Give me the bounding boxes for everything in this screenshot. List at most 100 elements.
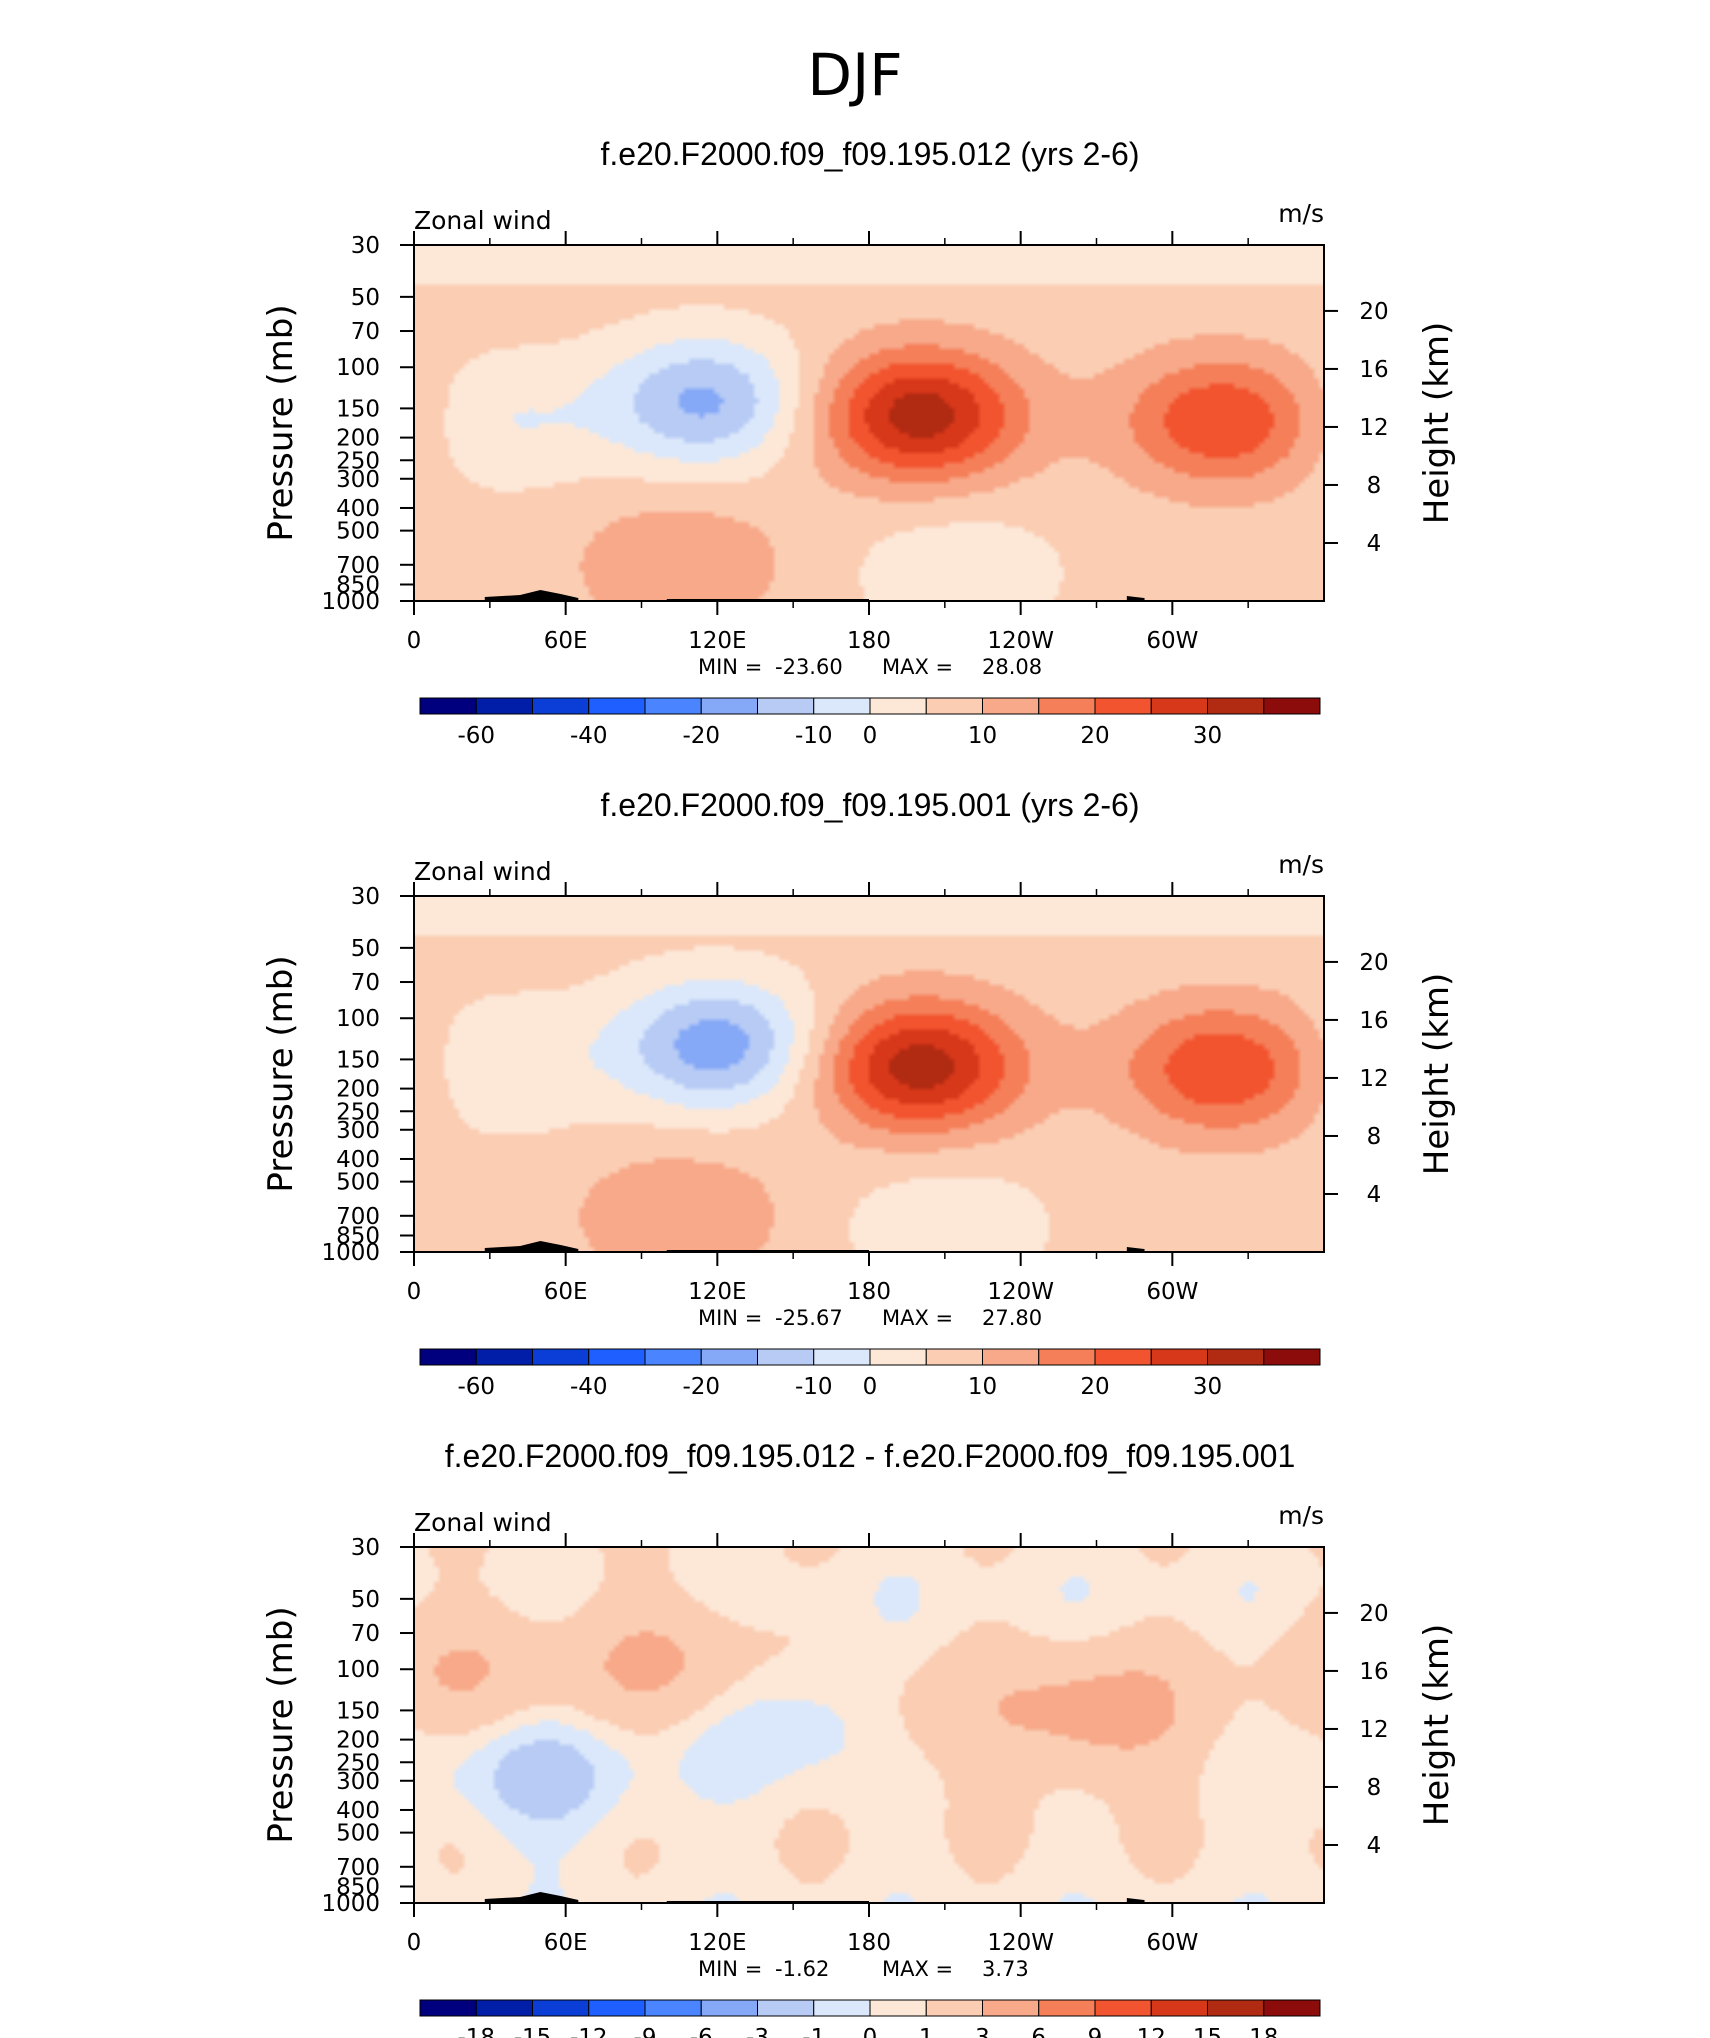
colorbar-label: 12 [1137,2025,1166,2038]
min-value: -1.62 [775,1957,829,1981]
left-label: Zonal wind [414,857,552,886]
colorbar-box [644,697,702,715]
colorbar-label: -6 [690,2025,713,2038]
x-tick-label: 120W [987,628,1054,654]
colorbar-label: -3 [746,2025,769,2038]
colorbar-box [475,1999,533,2017]
max-label: MAX = [882,655,953,679]
y-tick-label: 30 [351,233,380,259]
colorbar-label: -10 [795,723,833,749]
x-tick-label: 0 [407,628,422,654]
min-label: MIN = [698,1957,762,1981]
y-tick-label: 300 [336,1118,380,1144]
colorbar-box [925,1348,983,1366]
colorbar-label: 20 [1080,723,1109,749]
max-label: MAX = [882,1306,953,1330]
max-label: MAX = [882,1957,953,1981]
y-tick-label: 50 [351,936,380,962]
y-tick-label: 150 [336,396,380,422]
colorbar-label: 18 [1249,2025,1278,2038]
x-tick-label: 120E [688,1930,746,1956]
panel-title: f.e20.F2000.f09_f09.195.001 (yrs 2-6) [600,787,1139,823]
colorbar-label: 15 [1193,2025,1222,2038]
min-value: -25.67 [775,1306,843,1330]
y-tick-label: 400 [336,1147,380,1173]
y-tick-label: 70 [351,319,380,345]
topography [484,1241,579,1252]
y-tick-label: 200 [336,426,380,452]
x-tick-label: 60W [1146,628,1198,654]
colorbar-box [925,697,983,715]
panel-title: f.e20.F2000.f09_f09.195.012 - f.e20.F200… [445,1438,1295,1474]
y-tick-label: 500 [336,519,380,545]
colorbar-box [532,1348,590,1366]
colorbar-box [1150,697,1208,715]
colorbar-box [1207,1348,1265,1366]
colorbar-box [588,1348,646,1366]
y-right-tick-label: 8 [1367,1775,1382,1801]
units-label: m/s [1278,199,1324,228]
y-right-tick-label: 4 [1367,1833,1382,1859]
topography [1126,1898,1145,1903]
y-right-tick-label: 20 [1359,1601,1388,1627]
colorbar-label: -10 [795,1374,833,1400]
colorbar-label: 1 [919,2025,934,2038]
colorbar-box [1263,1999,1321,2017]
x-tick-label: 60E [544,1930,588,1956]
y-tick-label: 200 [336,1077,380,1103]
y-tick-label: 400 [336,1798,380,1824]
y-tick-label: 200 [336,1728,380,1754]
y-right-tick-label: 4 [1367,531,1382,557]
y-axis-title: Pressure (mb) [261,304,301,541]
colorbar-box [475,697,533,715]
y-right-tick-label: 12 [1359,1066,1388,1092]
colorbar-label: 30 [1193,1374,1222,1400]
colorbar-label: 10 [968,1374,997,1400]
colorbar-box [982,1348,1040,1366]
colorbar-label: 30 [1193,723,1222,749]
colorbar-box [644,1348,702,1366]
y-right-axis-title: Height (km) [1417,1624,1457,1827]
colorbar-box [869,697,927,715]
x-tick-label: 60W [1146,1279,1198,1305]
y-right-tick-label: 12 [1359,415,1388,441]
colorbar-box [1150,1348,1208,1366]
colorbar-box [757,697,815,715]
colorbar-box [1263,697,1321,715]
colorbar-box [982,697,1040,715]
x-tick-label: 180 [847,628,891,654]
colorbar-label: -1 [802,2025,825,2038]
y-tick-label: 150 [336,1698,380,1724]
colorbar-label: -20 [682,1374,720,1400]
max-value: 28.08 [982,655,1042,679]
y-tick-label: 100 [336,1006,380,1032]
colorbar-box [757,1999,815,2017]
left-label: Zonal wind [414,206,552,235]
min-value: -23.60 [775,655,843,679]
y-right-tick-label: 20 [1359,299,1388,325]
colorbar-label: 0 [863,2025,878,2038]
colorbar-box [1094,1348,1152,1366]
colorbar-box [1150,1999,1208,2017]
y-tick-label: 500 [336,1170,380,1196]
colorbar-label: 6 [1031,2025,1046,2038]
colorbar-box [532,697,590,715]
y-tick-label: 70 [351,970,380,996]
x-tick-label: 120E [688,1279,746,1305]
y-tick-label: 1000 [321,589,380,615]
colorbar-box [757,1348,815,1366]
x-tick-label: 60E [544,1279,588,1305]
y-right-tick-label: 16 [1359,357,1388,383]
x-tick-label: 60E [544,628,588,654]
colorbar-box [982,1999,1040,2017]
left-label: Zonal wind [414,1508,552,1537]
contour-field [414,245,1324,601]
colorbar-box [1263,1348,1321,1366]
colorbar-box [925,1999,983,2017]
units-label: m/s [1278,1501,1324,1530]
colorbar-box [475,1348,533,1366]
topography [1126,1247,1145,1252]
x-tick-label: 180 [847,1930,891,1956]
colorbar-box [1207,1999,1265,2017]
